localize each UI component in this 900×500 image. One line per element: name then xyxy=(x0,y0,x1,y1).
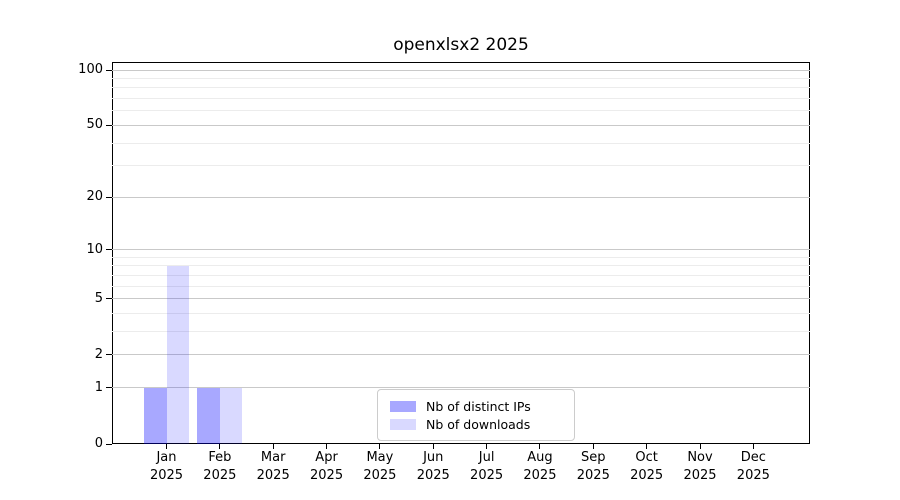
x-tick-year-sep: 2025 xyxy=(576,468,610,483)
x-tick-label-jul: Jul 2025 xyxy=(455,449,519,485)
x-tick-year-oct: 2025 xyxy=(630,468,664,483)
x-tick-month-apr: Apr xyxy=(315,450,338,465)
x-tick-mark-jul xyxy=(486,444,488,449)
x-tick-label-aug: Aug 2025 xyxy=(508,449,572,485)
y-gridline-major-2 xyxy=(112,354,810,356)
y-gridline-major-5 xyxy=(112,298,810,300)
y-gridline-minor-7 xyxy=(112,274,810,276)
x-tick-label-nov: Nov 2025 xyxy=(668,449,732,485)
y-tick-mark-0 xyxy=(106,443,112,445)
x-tick-label-sep: Sep 2025 xyxy=(561,449,625,485)
x-tick-year-mar: 2025 xyxy=(256,468,290,483)
x-tick-label-mar: Mar 2025 xyxy=(241,449,305,485)
y-gridline-minor-60 xyxy=(112,110,810,112)
x-tick-year-nov: 2025 xyxy=(683,468,717,483)
x-tick-label-feb: Feb 2025 xyxy=(188,449,252,485)
bar-downloads-feb xyxy=(219,387,243,444)
y-gridline-minor-80 xyxy=(112,87,810,89)
x-tick-year-may: 2025 xyxy=(363,468,397,483)
y-tick-label-2: 2 xyxy=(94,346,103,362)
x-tick-month-dec: Dec xyxy=(740,450,766,465)
x-tick-year-jul: 2025 xyxy=(470,468,504,483)
y-gridline-minor-4 xyxy=(112,313,810,315)
y-tick-label-1: 1 xyxy=(94,379,103,395)
x-tick-month-oct: Oct xyxy=(635,450,658,465)
x-tick-mark-dec xyxy=(752,444,754,449)
x-tick-label-jun: Jun 2025 xyxy=(401,449,465,485)
x-tick-month-sep: Sep xyxy=(581,450,606,465)
x-tick-mark-nov xyxy=(699,444,701,449)
y-tick-mark-20 xyxy=(106,196,112,198)
y-gridline-major-100 xyxy=(112,69,810,71)
x-tick-month-aug: Aug xyxy=(527,450,553,465)
legend-entry-downloads: Nb of downloads xyxy=(390,417,574,432)
y-tick-mark-5 xyxy=(106,298,112,300)
y-tick-mark-1 xyxy=(106,387,112,389)
plot-area xyxy=(112,62,810,444)
x-tick-mark-jun xyxy=(432,444,434,449)
y-gridline-minor-70 xyxy=(112,98,810,100)
x-tick-mark-sep xyxy=(592,444,594,449)
legend-label-downloads: Nb of downloads xyxy=(426,416,531,432)
x-tick-mark-aug xyxy=(539,444,541,449)
x-tick-label-apr: Apr 2025 xyxy=(295,449,359,485)
x-tick-month-feb: Feb xyxy=(208,450,232,465)
x-tick-label-oct: Oct 2025 xyxy=(615,449,679,485)
y-tick-label-50: 50 xyxy=(86,117,103,133)
chart-title: openxlsx2 2025 xyxy=(393,35,529,55)
x-tick-label-may: May 2025 xyxy=(348,449,412,485)
x-tick-month-may: May xyxy=(366,450,394,465)
x-tick-month-jun: Jun xyxy=(423,450,444,465)
y-gridline-major-1 xyxy=(112,387,810,389)
y-tick-mark-10 xyxy=(106,249,112,251)
y-gridline-minor-3 xyxy=(112,331,810,333)
x-tick-label-jan: Jan 2025 xyxy=(135,449,199,485)
x-tick-label-dec: Dec 2025 xyxy=(721,449,785,485)
legend-label-distinct-ips: Nb of distinct IPs xyxy=(426,398,531,414)
x-tick-month-mar: Mar xyxy=(260,450,286,465)
bar-downloads-jan xyxy=(166,265,189,444)
y-gridline-minor-6 xyxy=(112,285,810,287)
legend-swatch-downloads xyxy=(390,418,416,430)
x-tick-year-feb: 2025 xyxy=(203,468,237,483)
legend-swatch-distinct-ips xyxy=(390,400,416,412)
y-gridline-minor-9 xyxy=(112,256,810,258)
y-tick-mark-50 xyxy=(106,124,112,126)
y-tick-label-5: 5 xyxy=(94,290,103,306)
y-gridline-major-50 xyxy=(112,124,810,126)
y-gridline-major-10 xyxy=(112,249,810,251)
x-tick-year-jan: 2025 xyxy=(149,468,184,483)
y-gridline-minor-90 xyxy=(112,77,810,79)
x-tick-mark-jan xyxy=(166,444,167,449)
y-tick-mark-2 xyxy=(106,354,112,356)
x-tick-month-jan: Jan xyxy=(156,450,177,465)
y-tick-label-0: 0 xyxy=(94,436,103,451)
bar-distinct-ips-feb xyxy=(197,387,220,444)
x-tick-year-apr: 2025 xyxy=(310,468,344,483)
legend: Nb of distinct IPs Nb of downloads xyxy=(377,389,575,441)
x-tick-mark-may xyxy=(379,444,381,449)
x-tick-mark-mar xyxy=(272,444,274,449)
legend-entry-distinct-ips: Nb of distinct IPs xyxy=(390,399,574,414)
x-tick-mark-apr xyxy=(326,444,328,449)
x-tick-mark-feb xyxy=(219,444,221,449)
x-tick-month-jul: Jul xyxy=(478,450,495,465)
y-tick-mark-100 xyxy=(106,69,112,71)
x-tick-month-nov: Nov xyxy=(687,450,713,465)
y-gridline-minor-8 xyxy=(112,265,810,267)
y-gridline-major-20 xyxy=(112,196,810,198)
x-tick-year-jun: 2025 xyxy=(416,468,450,483)
y-gridline-minor-40 xyxy=(112,142,810,144)
bar-distinct-ips-jan xyxy=(144,387,167,444)
y-gridline-minor-30 xyxy=(112,165,810,167)
x-tick-year-aug: 2025 xyxy=(523,468,557,483)
x-tick-year-dec: 2025 xyxy=(736,468,770,483)
y-tick-label-20: 20 xyxy=(86,189,103,205)
y-tick-label-100: 100 xyxy=(78,62,103,77)
y-tick-label-10: 10 xyxy=(86,241,103,257)
x-tick-mark-oct xyxy=(646,444,648,449)
